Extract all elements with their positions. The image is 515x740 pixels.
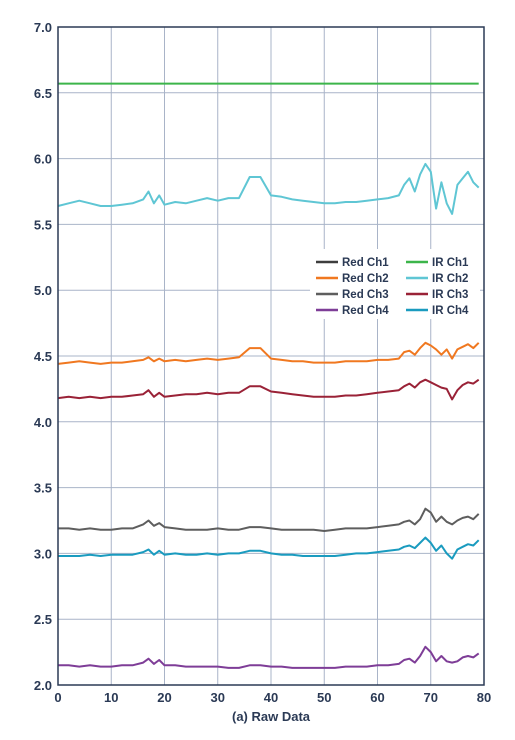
- y-tick-label: 2.0: [34, 678, 52, 693]
- legend: Red Ch1 Red Ch2 Red Ch3 Red Ch4 IR Ch1 IR Ch2…: [310, 249, 480, 319]
- legend-label: Red Ch3: [342, 289, 389, 301]
- x-tick-label: 80: [477, 690, 491, 705]
- series-line: [57, 162, 480, 215]
- y-tick-label: 6.0: [34, 152, 52, 167]
- y-tick-label: 6.5: [34, 86, 52, 101]
- x-tick-label: 50: [317, 690, 331, 705]
- x-tick-label: 40: [264, 690, 278, 705]
- grid-lines: [57, 26, 485, 686]
- series-line: [57, 341, 480, 365]
- y-tick-label: 4.5: [34, 349, 52, 364]
- legend-background: [310, 249, 480, 319]
- series-lines: [57, 82, 480, 669]
- legend-label: IR Ch4: [432, 305, 469, 317]
- legend-label: Red Ch2: [342, 273, 389, 285]
- legend-label: Red Ch1: [342, 257, 389, 269]
- x-axis-label: (a) Raw Data: [232, 709, 311, 724]
- legend-label: IR Ch3: [432, 289, 468, 301]
- legend-label: Red Ch4: [342, 305, 389, 317]
- series-line: [57, 378, 480, 401]
- x-tick-label: 60: [370, 690, 384, 705]
- plot-frame: [57, 26, 485, 686]
- legend-label: IR Ch1: [432, 257, 469, 269]
- y-tick-label: 5.0: [34, 283, 52, 298]
- x-tick-label: 30: [211, 690, 225, 705]
- y-tick-label: 5.5: [34, 217, 52, 232]
- legend-label: IR Ch2: [432, 273, 468, 285]
- y-tick-label: 2.5: [34, 612, 52, 627]
- x-tick-labels: 0 10 20 30 40 50 60 70 80: [54, 690, 491, 705]
- x-tick-label: 10: [104, 690, 118, 705]
- y-tick-label: 3.0: [34, 546, 52, 561]
- series-line: [58, 536, 480, 560]
- x-tick-label: 70: [424, 690, 438, 705]
- y-tick-label: 3.5: [34, 481, 52, 496]
- y-tick-label: 4.0: [34, 415, 52, 430]
- series-line: [58, 645, 480, 669]
- y-tick-label: 7.0: [34, 20, 52, 35]
- x-tick-label: 20: [157, 690, 171, 705]
- y-tick-labels: 2.0 2.5 3.0 3.5 4.0 4.5 5.0 5.5 6.0 6.5 7.0: [34, 20, 52, 693]
- x-tick-label: 0: [54, 690, 61, 705]
- series-line: [58, 507, 480, 532]
